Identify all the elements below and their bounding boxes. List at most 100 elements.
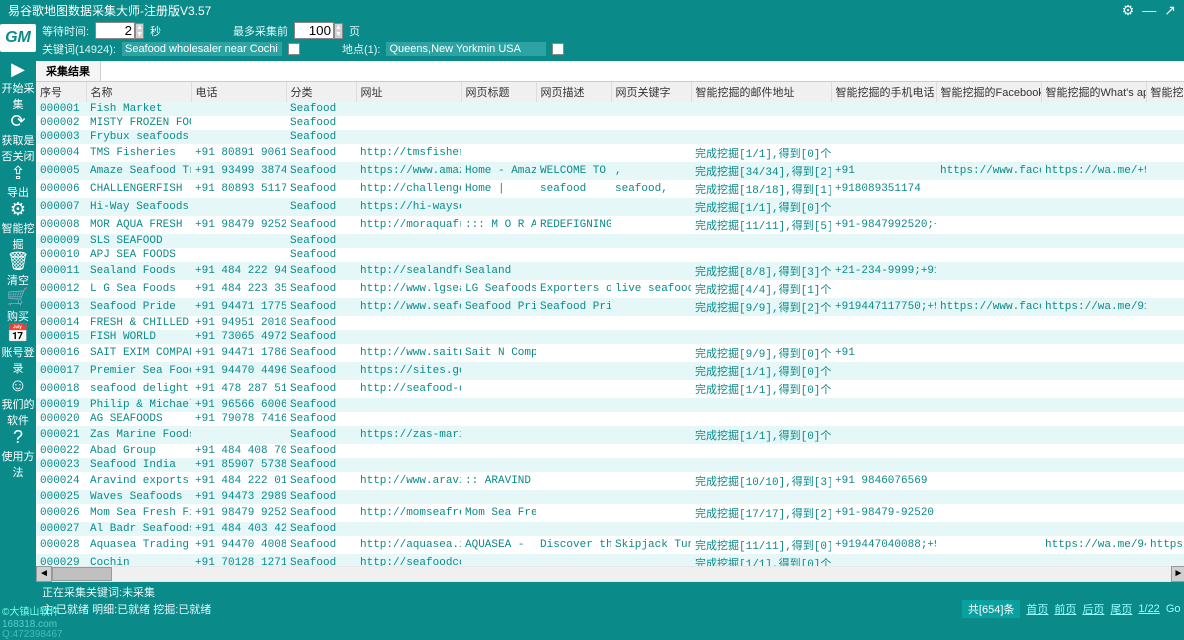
location-input[interactable] (386, 42, 546, 56)
cell-fb (936, 262, 1041, 280)
sidebar-item-3[interactable]: ⚙智能挖掘 (0, 200, 36, 252)
cell-mobile (831, 490, 936, 504)
page-first[interactable]: 首页 (1026, 601, 1048, 617)
table-row[interactable]: 000001Fish MarketSeafood (36, 102, 1184, 116)
page-go[interactable]: Go (1166, 603, 1181, 615)
table-row[interactable]: 000003Frybux seafoodsSeafood (36, 130, 1184, 144)
cell-cat: Seafood (286, 198, 356, 216)
sidebar-item-1[interactable]: ⟳获取是否关闭 (0, 112, 36, 164)
sidebar-item-2[interactable]: ⇪导出 (0, 164, 36, 200)
table-row[interactable]: 000013Seafood Pride+91 94471 17750Seafoo… (36, 298, 1184, 316)
table-row[interactable]: 000020AG SEAFOODS+91 79078 74162Seafood (36, 412, 1184, 426)
cell-wa (1041, 444, 1146, 458)
table-row[interactable]: 000006CHALLENGERFISH+91 80893 51174Seafo… (36, 180, 1184, 198)
cell-phone: +91 73065 49721 (191, 330, 286, 344)
cell-mobile (831, 280, 936, 298)
cell-desc (536, 116, 611, 130)
cell-mobile (831, 144, 936, 162)
keyword-checkbox[interactable] (288, 43, 300, 55)
table-row[interactable]: 000012L G Sea Foods+91 484 223 3543Seafo… (36, 280, 1184, 298)
column-extra[interactable]: 智能挖 (1146, 82, 1184, 102)
cell-extra (1146, 472, 1184, 490)
cell-seq: 000009 (36, 234, 86, 248)
sidebar-item-7[interactable]: ☺我们的软件 (0, 376, 36, 428)
cell-mobile (831, 234, 936, 248)
cell-url: https://sites.google (356, 362, 461, 380)
sidebar-item-5[interactable]: 🛒购买 (0, 288, 36, 324)
wait-spinner[interactable]: ▲▼ (95, 22, 144, 39)
table-row[interactable]: 000002MISTY FROZEN FOODSSeafood (36, 116, 1184, 130)
page-last[interactable]: 尾页 (1110, 601, 1132, 617)
max-spinner[interactable]: ▲▼ (294, 22, 343, 39)
cell-mobile: +919447117750;+91808 (831, 298, 936, 316)
keyword-label: 关键词(14924): (42, 41, 116, 57)
cell-fb (936, 398, 1041, 412)
table-row[interactable]: 000015FISH WORLD+91 73065 49721Seafood (36, 330, 1184, 344)
sidebar-item-6[interactable]: 📅账号登录 (0, 324, 36, 376)
table-row[interactable]: 000028Aquasea Trading+91 94470 40088Seaf… (36, 536, 1184, 554)
table-row[interactable]: 000008MOR AQUA FRESH+91 98479 92520Seafo… (36, 216, 1184, 234)
table-row[interactable]: 000016SAIT EXIM COMPANY+91 94471 17860Se… (36, 344, 1184, 362)
column-kw[interactable]: 网页关键字 (611, 82, 691, 102)
status-line2: 主:已就绪 明细:已就绪 挖掘:已就绪 (42, 601, 211, 617)
sidebar-item-8[interactable]: ?使用方法 (0, 428, 36, 480)
page-current[interactable]: 1/22 (1138, 603, 1159, 615)
cell-mobile (831, 116, 936, 130)
table-row[interactable]: 000007Hi-Way SeafoodsSeafoodhttps://hi-w… (36, 198, 1184, 216)
table-row[interactable]: 000018seafood delight+91 478 287 5143Sea… (36, 380, 1184, 398)
scroll-right-icon[interactable]: ► (1171, 566, 1184, 582)
column-seq[interactable]: 序号 (36, 82, 86, 102)
settings-icon[interactable]: ⚙ (1122, 2, 1135, 19)
table-row[interactable]: 000019Philip & Michael+91 96566 60060Sea… (36, 398, 1184, 412)
table-row[interactable]: 000022Abad Group+91 484 408 7000Seafood (36, 444, 1184, 458)
cell-seq: 000019 (36, 398, 86, 412)
cell-name: CHALLENGERFISH (86, 180, 191, 198)
cell-kw (611, 362, 691, 380)
location-checkbox[interactable] (552, 43, 564, 55)
page-next[interactable]: 后页 (1082, 601, 1104, 617)
maximize-icon[interactable]: ↗ (1164, 2, 1176, 19)
scroll-left-icon[interactable]: ◄ (36, 566, 52, 582)
column-title[interactable]: 网页标题 (461, 82, 536, 102)
column-desc[interactable]: 网页描述 (536, 82, 611, 102)
table-row[interactable]: 000009SLS SEAFOODSeafood (36, 234, 1184, 248)
minimize-icon[interactable]: — (1142, 2, 1156, 19)
table-row[interactable]: 000011Sealand Foods+91 484 222 9415Seafo… (36, 262, 1184, 280)
horizontal-scrollbar[interactable]: ◄ ► (36, 566, 1184, 582)
cell-extra (1146, 426, 1184, 444)
table-row[interactable]: 000026Mom Sea Fresh Fish+91 98479 92520S… (36, 504, 1184, 522)
column-mobile[interactable]: 智能挖掘的手机电话 (831, 82, 936, 102)
table-row[interactable]: 000025Waves Seafoods+91 94473 29896Seafo… (36, 490, 1184, 504)
table-row[interactable]: 000021Zas Marine FoodsSeafoodhttps://zas… (36, 426, 1184, 444)
cell-phone: +91 70128 12712 (191, 554, 286, 566)
column-fb[interactable]: 智能挖掘的Facebook (936, 82, 1041, 102)
column-name[interactable]: 名称 (86, 82, 191, 102)
sidebar-item-4[interactable]: 🗑清空 (0, 252, 36, 288)
column-url[interactable]: 网址 (356, 82, 461, 102)
cell-fb: https://www.facebook (936, 162, 1041, 180)
table-row[interactable]: 000017Premier Sea Foods+91 94470 44963Se… (36, 362, 1184, 380)
sidebar-item-0[interactable]: ▶开始采集 (0, 60, 36, 112)
tab-results[interactable]: 采集结果 (36, 61, 101, 81)
table-row[interactable]: 000029Cochin+91 70128 12712Seafoodhttp:/… (36, 554, 1184, 566)
page-prev[interactable]: 前页 (1054, 601, 1076, 617)
table-row[interactable]: 000014FRESH & CHILLED SEA+91 94951 20109… (36, 316, 1184, 330)
cell-extra (1146, 130, 1184, 144)
column-cat[interactable]: 分类 (286, 82, 356, 102)
keyword-input[interactable] (122, 42, 282, 56)
cell-phone: +91 93499 38742 (191, 162, 286, 180)
table-row[interactable]: 000027Al Badr Seafoods+91 484 403 4242Se… (36, 522, 1184, 536)
table-row[interactable]: 000023Seafood India+91 85907 57381Seafoo… (36, 458, 1184, 472)
column-phone[interactable]: 电话 (191, 82, 286, 102)
table-row[interactable]: 000005Amaze Seafood Trade+91 93499 38742… (36, 162, 1184, 180)
cell-kw: Skipjack Tuna, (611, 536, 691, 554)
column-email[interactable]: 智能挖掘的邮件地址 (691, 82, 831, 102)
column-wa[interactable]: 智能挖掘的What's app (1041, 82, 1146, 102)
table-row[interactable]: 000004TMS Fisheries+91 80891 90616Seafoo… (36, 144, 1184, 162)
results-grid[interactable]: 序号名称电话分类网址网页标题网页描述网页关键字智能挖掘的邮件地址智能挖掘的手机电… (36, 82, 1184, 566)
cell-wa (1041, 144, 1146, 162)
cell-fb (936, 198, 1041, 216)
sidebar-label: 使用方法 (0, 448, 36, 480)
table-row[interactable]: 000010APJ SEA FOODSSeafood (36, 248, 1184, 262)
table-row[interactable]: 000024Aravind exports+91 484 222 0129Sea… (36, 472, 1184, 490)
